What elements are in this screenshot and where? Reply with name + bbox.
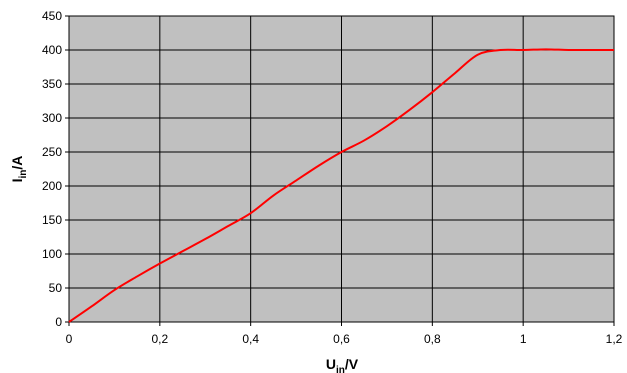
x-axis-title-sub: in [336, 365, 345, 373]
x-axis-title-main: U [326, 356, 336, 372]
y-tick-label: 400 [42, 43, 62, 57]
y-tick-label: 100 [42, 247, 62, 261]
y-tick-label: 200 [42, 179, 62, 193]
y-tick-label: 50 [49, 281, 63, 295]
y-tick-label: 250 [42, 145, 62, 159]
y-tick-labels: 0 50 100 150 200 250 300 350 400 450 [42, 9, 62, 329]
y-axis-title: Iin/A [9, 156, 29, 183]
x-tick-label: 0,4 [242, 332, 259, 346]
y-axis-title-main: I [9, 179, 25, 183]
y-tick-label: 0 [55, 315, 62, 329]
series-line [68, 48, 614, 323]
y-tick-label: 350 [42, 77, 62, 91]
x-axis-title: Uin/V [326, 356, 359, 373]
x-tick-label: 0,6 [333, 332, 350, 346]
x-axis-title-unit: /V [345, 356, 359, 372]
grid-lines [65, 15, 615, 326]
y-axis-title-unit: /A [9, 156, 25, 170]
x-tick-labels: 0 0,2 0,4 0,6 0,8 1 1,2 [66, 332, 623, 346]
x-tick-label: 1 [520, 332, 527, 346]
x-tick-label: 0,2 [151, 332, 168, 346]
x-tick-label: 0,8 [424, 332, 441, 346]
y-axis-title-sub: in [18, 170, 29, 179]
y-tick-label: 450 [42, 9, 62, 23]
x-tick-label: 1,2 [606, 332, 623, 346]
x-tick-label: 0 [66, 332, 73, 346]
y-tick-label: 150 [42, 213, 62, 227]
y-tick-label: 300 [42, 111, 62, 125]
